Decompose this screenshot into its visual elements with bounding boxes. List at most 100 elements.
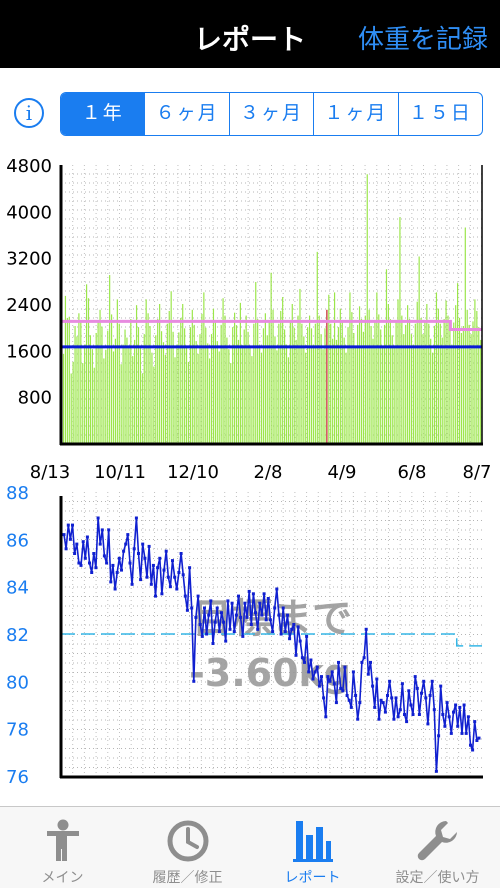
weight-point (330, 670, 334, 674)
calorie-bar (132, 356, 134, 444)
calorie-bar (220, 324, 222, 443)
range-selector-row: i １年 ６ヶ月 ３ヶ月 １ヶ月 １５日 (0, 68, 500, 154)
calorie-bar (160, 331, 163, 443)
calorie-bar (130, 319, 132, 443)
weight-point (203, 606, 206, 610)
calorie-bar (122, 344, 124, 443)
tab-bar-chart[interactable]: レポート (250, 807, 375, 888)
calorie-bar (353, 332, 355, 443)
calorie-bar (114, 338, 117, 443)
weight-point (113, 587, 117, 591)
calorie-bar (314, 323, 316, 443)
calorie-bar (222, 298, 224, 443)
weight-point (458, 705, 462, 709)
calorie-bar (180, 317, 182, 443)
weight-point (198, 623, 202, 626)
range-tab-4[interactable]: １５日 (408, 102, 472, 124)
calorie-bar (126, 337, 128, 443)
weight-point (166, 575, 170, 579)
weight-point (230, 601, 234, 605)
weight-point (260, 613, 264, 617)
weight-point (286, 613, 289, 617)
calorie-bar (426, 304, 428, 443)
calorie-bar (251, 356, 253, 444)
weight-point (447, 715, 451, 719)
calorie-bar (339, 308, 341, 443)
tab-wrench[interactable]: 設定／使い方 (375, 807, 500, 888)
x-tick-label: 12/10 (167, 462, 219, 483)
weight-point (337, 660, 340, 664)
calorie-bar (372, 338, 374, 443)
weight-point (234, 613, 238, 617)
y-tick-label: 4000 (6, 202, 52, 223)
calorie-bar (257, 319, 259, 443)
calorie-bar (262, 328, 265, 443)
weight-point (288, 637, 292, 641)
calorie-bar (332, 338, 334, 443)
y-tick-label: 800 (18, 388, 52, 409)
calorie-bar (64, 295, 67, 443)
weight-point (296, 625, 300, 629)
calorie-bar (68, 316, 70, 443)
calorie-bar (432, 352, 434, 443)
weight-point (258, 601, 262, 605)
tab-clock[interactable]: 履歴／修正 (125, 807, 250, 888)
range-tab-1[interactable]: ６ヶ月 (145, 93, 230, 135)
weight-point (305, 634, 309, 638)
goal-weight-line (61, 633, 482, 647)
calorie-bar (120, 364, 122, 443)
record-weight-button[interactable]: 体重を記録 (357, 25, 488, 55)
calorie-bar (245, 315, 247, 443)
calorie-bar (168, 310, 170, 443)
weight-point (94, 566, 98, 570)
weight-point (181, 573, 185, 577)
weight-point (294, 653, 298, 657)
calorie-bar (412, 344, 414, 443)
weight-point (415, 686, 419, 690)
weight-point (437, 734, 441, 738)
calorie-bar (441, 337, 443, 443)
calorie-bar (170, 291, 172, 443)
weight-point (145, 575, 149, 579)
goal-remaining-text: -3.60kg (189, 651, 351, 695)
weight-point (173, 575, 177, 579)
calorie-bar (157, 319, 159, 443)
report-charts: 800 1600 2400 3200 4000 4800 8/13 10/11 12/10 2/8… (6, 156, 491, 788)
weight-point (66, 523, 70, 527)
calorie-bar (422, 334, 424, 443)
calorie-bar (110, 314, 113, 443)
weight-point (81, 540, 85, 544)
calorie-bar (226, 337, 228, 443)
weight-point (102, 554, 106, 558)
calorie-bar (276, 350, 278, 443)
weight-point (137, 552, 140, 555)
weight-point (471, 748, 475, 752)
calorie-bar (185, 348, 188, 443)
weight-point (290, 627, 294, 631)
calorie-bar (362, 331, 364, 443)
weight-point (88, 561, 91, 565)
range-tab-0[interactable]: １年 (61, 93, 146, 135)
weight-point (358, 701, 362, 705)
info-icon[interactable]: i (14, 98, 44, 128)
weight-point (217, 630, 221, 634)
weight-point (369, 660, 372, 664)
calorie-bar (349, 292, 351, 443)
calorie-bar (280, 310, 282, 443)
calorie-bar (74, 326, 76, 443)
calorie-bar (228, 349, 230, 443)
weight-point (111, 563, 115, 567)
weight-point (298, 639, 302, 643)
tab-person[interactable]: メイン (0, 807, 125, 888)
weight-point (262, 592, 266, 596)
calorie-bar (101, 326, 103, 443)
range-tab-3[interactable]: １ヶ月 (314, 93, 399, 135)
calorie-bar (424, 321, 426, 444)
page-title: レポート (193, 23, 306, 56)
range-tab-2[interactable]: ３ヶ月 (230, 93, 315, 135)
calorie-bar (141, 373, 143, 443)
calorie-bar (268, 320, 270, 443)
calorie-bar (397, 299, 399, 443)
calorie-bar (451, 344, 453, 443)
